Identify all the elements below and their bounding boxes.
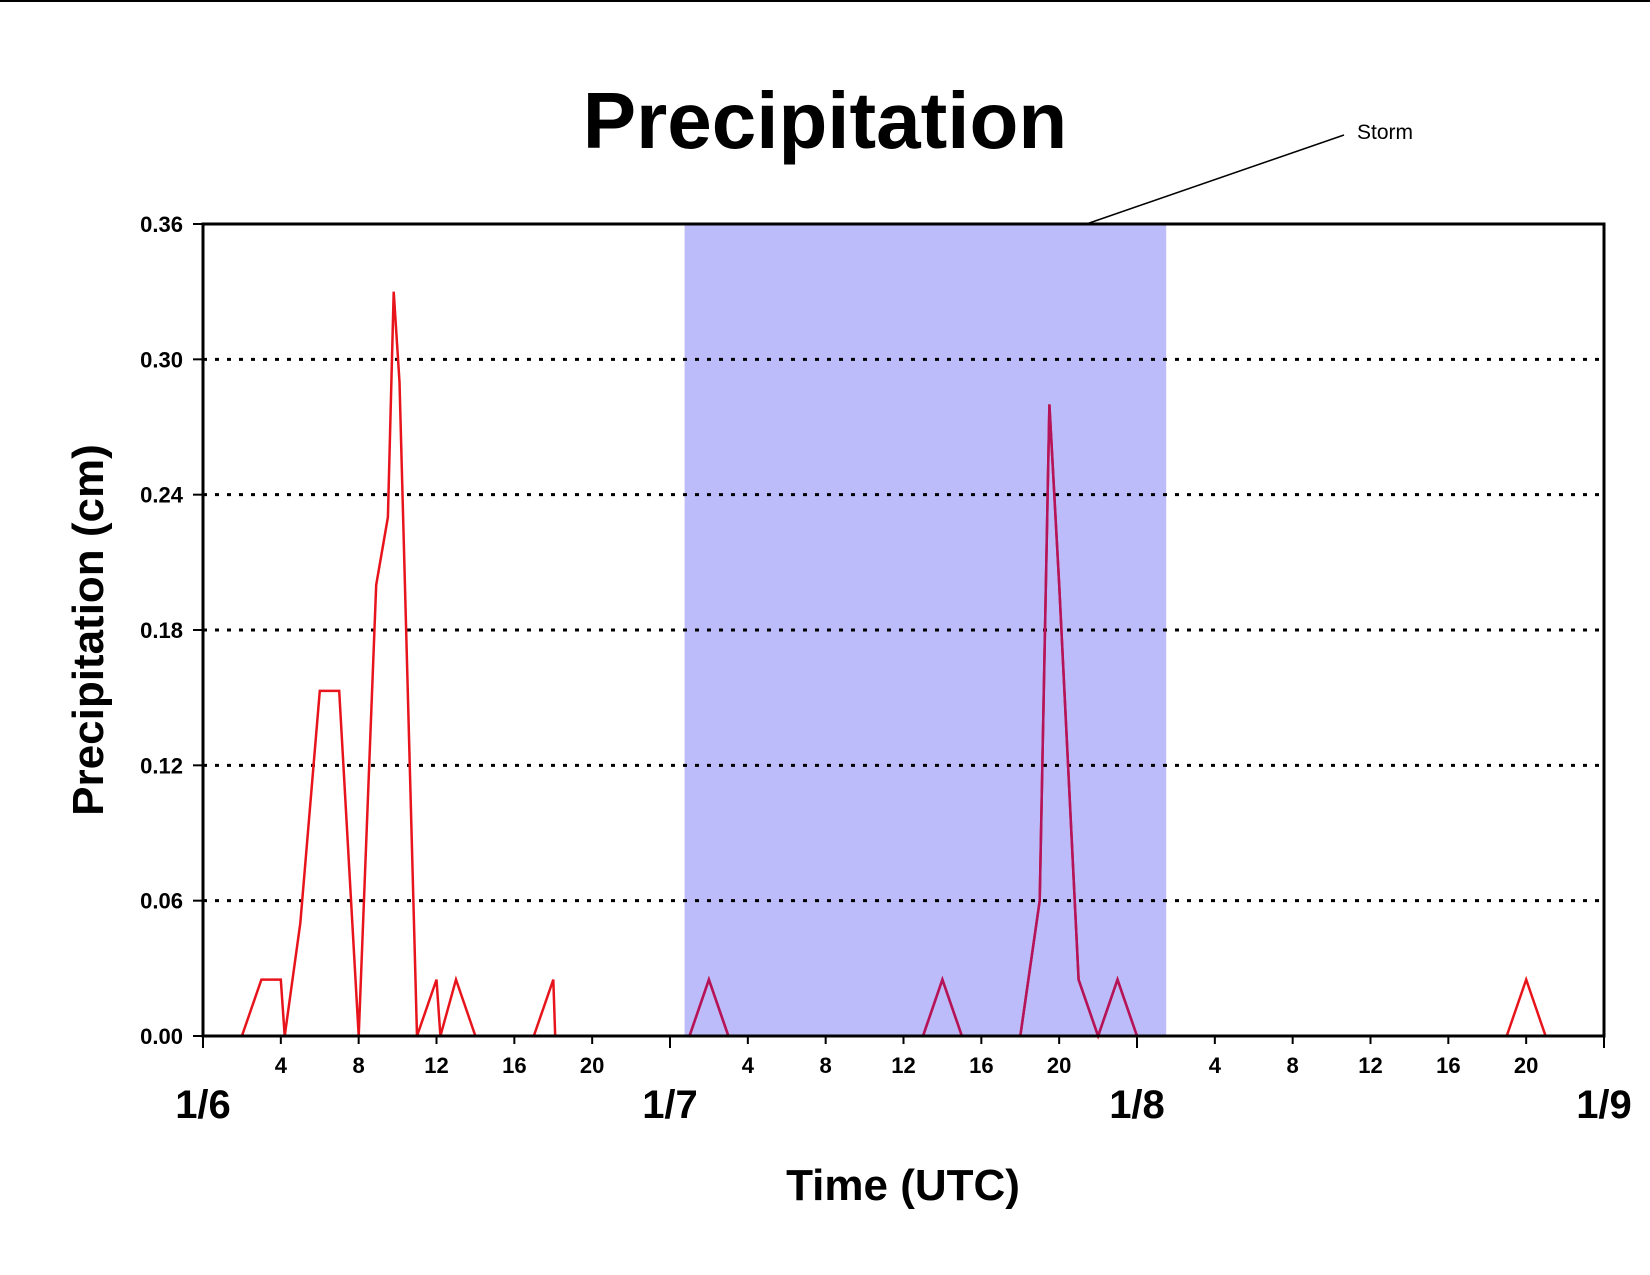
y-tick-label-2: 0.12: [140, 753, 183, 778]
x-hour-label-12: 12: [424, 1053, 448, 1078]
x-hour-label-32: 8: [820, 1053, 832, 1078]
y-axis-label: Precipitation (cm): [64, 444, 113, 816]
x-hour-label-68: 20: [1514, 1053, 1538, 1078]
x-hour-label-4: 4: [275, 1053, 288, 1078]
x-day-label-1: 1/7: [642, 1083, 698, 1127]
chart-title: Precipitation: [583, 76, 1068, 165]
x-hour-label-64: 16: [1436, 1053, 1460, 1078]
x-axis-label: Time (UTC): [786, 1161, 1020, 1210]
y-tick-label-1: 0.06: [140, 889, 183, 914]
x-hour-label-8: 8: [353, 1053, 365, 1078]
tick-layer: 0.00 0.06 0.12 0.18 0.24 0.30 0.36 4 8 12 16 20 4 8 12…: [140, 212, 1632, 1127]
x-hour-label-40: 16: [969, 1053, 993, 1078]
precipitation-series-line-storm: [684, 404, 1167, 1036]
y-tick-label-3: 0.18: [140, 618, 183, 643]
x-hour-label-60: 12: [1358, 1053, 1382, 1078]
y-tick-label-0: 0.00: [140, 1024, 183, 1049]
y-tick-label-6: 0.36: [140, 212, 183, 237]
y-tick-label-4: 0.24: [140, 483, 184, 508]
y-tick-label-5: 0.30: [140, 347, 183, 372]
x-day-label-3: 1/9: [1576, 1083, 1632, 1127]
storm-annotation-leader: [1086, 134, 1345, 225]
x-hour-label-28: 4: [742, 1053, 755, 1078]
x-hour-label-56: 8: [1287, 1053, 1299, 1078]
x-hour-label-36: 12: [891, 1053, 915, 1078]
x-hour-label-52: 4: [1209, 1053, 1222, 1078]
x-day-label-2: 1/8: [1109, 1083, 1165, 1127]
x-hour-label-20: 20: [580, 1053, 604, 1078]
x-day-label-0: 1/6: [175, 1083, 231, 1127]
x-hour-label-44: 20: [1047, 1053, 1071, 1078]
gridlines: [203, 357, 1604, 903]
storm-annotation-label: Storm: [1357, 121, 1413, 144]
x-hour-label-16: 16: [502, 1053, 526, 1078]
